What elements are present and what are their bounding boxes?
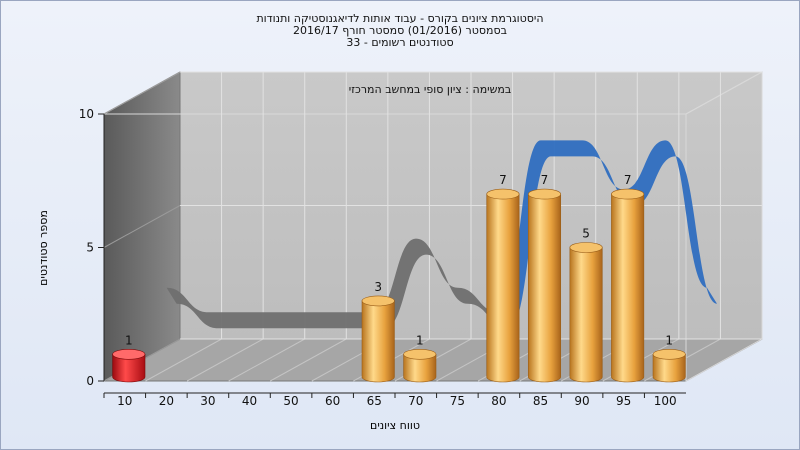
bar-body bbox=[527, 193, 562, 383]
bar-body bbox=[569, 247, 603, 383]
distribution-curve bbox=[166, 140, 718, 329]
bar-body bbox=[652, 354, 686, 383]
curve-ribbon bbox=[166, 238, 510, 329]
x-tick-label: 95 bbox=[616, 394, 631, 408]
y-tick-label: 10 bbox=[79, 107, 94, 121]
chart-title: היסטוגרמת ציונים בקורס - עבוד אותות לדיא… bbox=[256, 12, 544, 25]
x-tick-label: 10 bbox=[117, 394, 132, 408]
bar-value-label: 1 bbox=[665, 333, 673, 347]
chart-enrollment: סטודנטים רשומים - 33 bbox=[346, 36, 454, 49]
bar-top bbox=[403, 348, 437, 360]
bar-body bbox=[611, 193, 645, 383]
floor-gridline bbox=[145, 338, 222, 382]
bar-value-label: 7 bbox=[499, 173, 507, 187]
bar-value-label: 1 bbox=[125, 333, 133, 347]
bar-value-label: 3 bbox=[374, 280, 382, 294]
bar-value-label: 5 bbox=[582, 227, 590, 241]
x-tick-label: 85 bbox=[533, 394, 548, 408]
x-axis-label: טווח ציונים bbox=[370, 419, 420, 432]
bar-body bbox=[486, 193, 520, 383]
bar: 1 bbox=[652, 333, 686, 383]
floor-gridline bbox=[270, 338, 347, 382]
bar-value-label: 1 bbox=[416, 333, 424, 347]
bar-top bbox=[112, 348, 146, 360]
bar-value-label: 7 bbox=[624, 173, 632, 187]
x-tick-label: 100 bbox=[654, 394, 677, 408]
bar-top bbox=[527, 188, 562, 200]
bar: 7 bbox=[486, 173, 520, 383]
bar: 1 bbox=[112, 333, 146, 383]
chart-subtitle: בסמסטר (01/2016) סמסטר חורף 2016/17 bbox=[293, 24, 507, 37]
x-tick-label: 90 bbox=[574, 394, 589, 408]
bar-top bbox=[652, 348, 686, 360]
bar-top bbox=[486, 188, 520, 200]
floor-gridline bbox=[186, 338, 264, 382]
floor-gridline bbox=[228, 338, 305, 382]
bar: 3 bbox=[361, 280, 395, 383]
x-tick-label: 60 bbox=[325, 394, 340, 408]
bar: 5 bbox=[569, 227, 603, 383]
x-tick-label: 80 bbox=[491, 394, 506, 408]
y-tick-label: 5 bbox=[86, 241, 94, 255]
bar-top bbox=[569, 242, 603, 253]
x-tick-label: 50 bbox=[283, 394, 298, 408]
bar-body bbox=[112, 354, 146, 383]
x-tick-label: 75 bbox=[450, 394, 465, 408]
x-tick-label: 40 bbox=[242, 394, 257, 408]
bar-top bbox=[611, 188, 645, 200]
bar-value-label: 7 bbox=[541, 173, 549, 187]
x-tick-label: 70 bbox=[408, 394, 423, 408]
bar: 7 bbox=[527, 173, 562, 383]
bar-body bbox=[361, 300, 395, 383]
wall-gridline bbox=[103, 71, 181, 115]
x-tick-label: 30 bbox=[200, 394, 215, 408]
bar: 1 bbox=[403, 333, 437, 383]
wall-gridline bbox=[103, 205, 181, 248]
x-tick-label: 20 bbox=[159, 394, 174, 408]
x-tick-label: 65 bbox=[367, 394, 382, 408]
bar: 7 bbox=[611, 173, 645, 383]
bar-body bbox=[403, 354, 437, 383]
y-tick-label: 0 bbox=[86, 374, 94, 388]
bar-top bbox=[361, 295, 395, 307]
chart-annotation: במשימה : ציון סופי במחשב המרכזי bbox=[349, 83, 512, 96]
bars-group: 1 3 1 7 7 5 7 1 bbox=[112, 173, 686, 383]
